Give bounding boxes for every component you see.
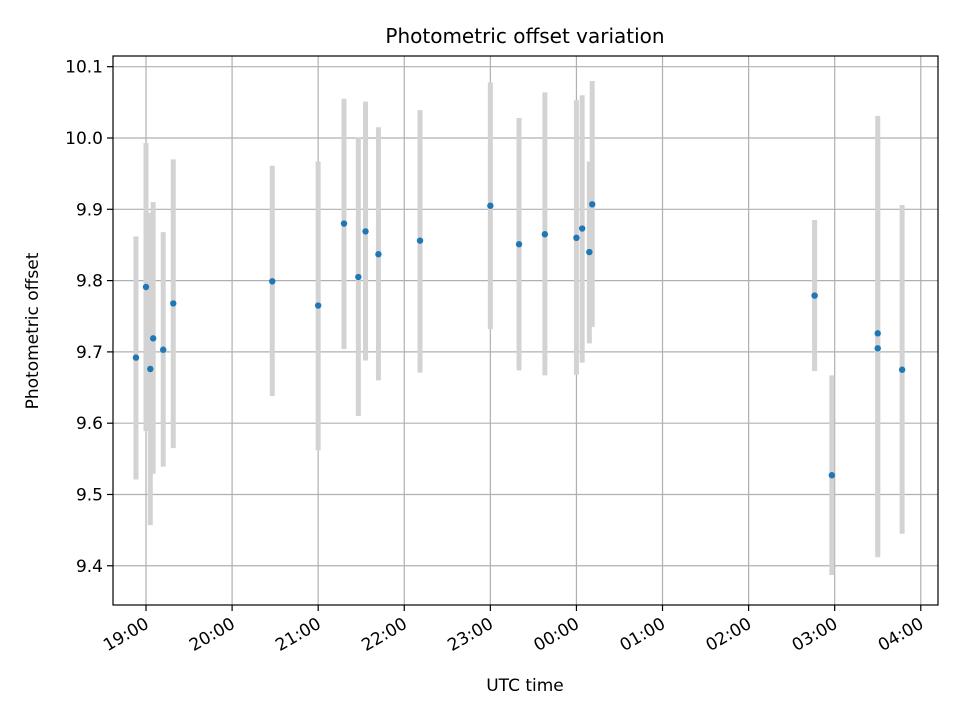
data-point	[541, 231, 549, 238]
data-point	[578, 225, 586, 232]
data-point	[487, 202, 494, 209]
data-point	[142, 283, 150, 291]
data-point	[340, 220, 348, 227]
data-point	[416, 237, 424, 244]
y-tick-label: 9.9	[76, 200, 103, 220]
data-point	[132, 354, 140, 361]
data-point	[170, 300, 177, 307]
data-point	[314, 302, 322, 309]
data-point	[355, 273, 362, 281]
data-point	[874, 330, 881, 337]
y-axis: 9.4 9.5 9.6 9.7 9.8 9.9 10.0 10.1	[65, 58, 113, 577]
data-point	[269, 278, 276, 285]
data-point	[160, 346, 167, 353]
data-point	[149, 335, 157, 342]
y-tick-label: 9.8	[76, 272, 103, 292]
x-axis-title: UTC time	[486, 676, 564, 696]
data-point	[586, 248, 593, 256]
grid	[113, 56, 938, 605]
y-tick-label: 9.7	[76, 343, 103, 363]
data-points	[132, 201, 906, 479]
y-tick-label: 10.1	[65, 58, 103, 78]
data-point	[515, 241, 523, 248]
data-point	[362, 228, 369, 235]
plot-frame	[112, 55, 939, 606]
data-point	[874, 345, 881, 352]
y-tick-label: 10.0	[65, 129, 103, 149]
data-point	[811, 292, 818, 299]
chart-title: Photometric offset variation	[385, 24, 664, 48]
y-tick-label: 9.4	[76, 557, 103, 577]
y-axis-title: Photometric offset	[23, 252, 43, 409]
y-tick-label: 9.6	[76, 414, 103, 434]
y-tick-label: 9.5	[76, 485, 103, 505]
data-point	[828, 472, 836, 479]
data-point	[375, 251, 382, 258]
data-point	[573, 234, 580, 242]
data-point	[589, 201, 596, 208]
data-point	[898, 366, 906, 373]
data-point	[147, 365, 154, 373]
